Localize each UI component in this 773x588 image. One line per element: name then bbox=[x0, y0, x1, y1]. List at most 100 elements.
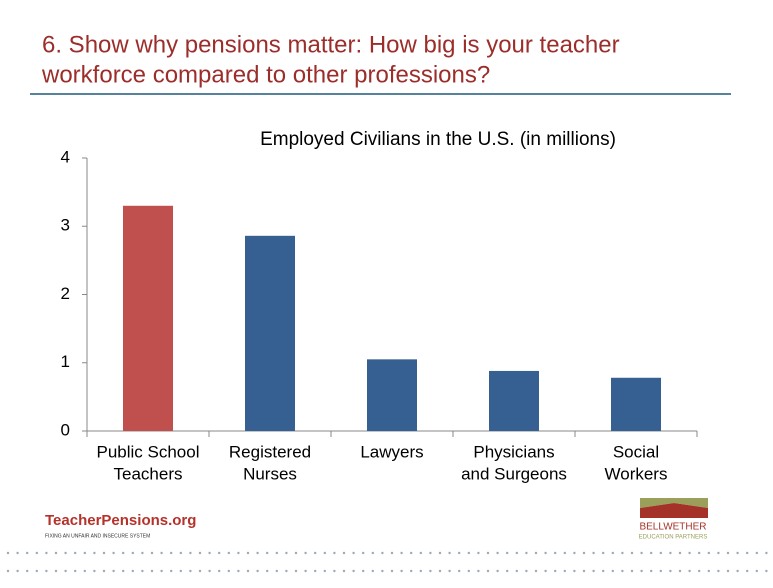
dot bbox=[448, 569, 451, 573]
dot bbox=[54, 569, 58, 573]
x-tick-label: Social bbox=[613, 442, 659, 461]
dot bbox=[544, 551, 547, 555]
dot bbox=[438, 551, 442, 555]
dot bbox=[630, 551, 634, 555]
dot bbox=[621, 569, 624, 573]
bar bbox=[245, 235, 295, 431]
dot bbox=[678, 569, 682, 573]
dot bbox=[554, 551, 557, 555]
dot bbox=[506, 569, 509, 573]
x-tick-label: Lawyers bbox=[360, 442, 423, 461]
dot bbox=[698, 551, 701, 555]
dot bbox=[266, 569, 269, 573]
dot bbox=[352, 569, 355, 573]
dot bbox=[563, 569, 566, 573]
dot bbox=[736, 569, 739, 573]
dot bbox=[381, 569, 384, 573]
dot bbox=[246, 551, 250, 555]
dot bbox=[342, 569, 346, 573]
dot bbox=[400, 569, 403, 573]
dot bbox=[54, 551, 58, 555]
bar bbox=[489, 370, 539, 431]
dot bbox=[352, 551, 355, 555]
x-tick-label: Registered bbox=[229, 442, 311, 461]
dot bbox=[688, 569, 691, 573]
dot bbox=[74, 569, 77, 573]
dot bbox=[170, 569, 173, 573]
x-tick-label: Public School bbox=[96, 442, 199, 461]
dot bbox=[544, 569, 547, 573]
x-tick-label: Teachers bbox=[114, 464, 183, 483]
dot bbox=[650, 569, 653, 573]
dot bbox=[621, 551, 624, 555]
right-logo-mark bbox=[640, 503, 708, 518]
dot bbox=[390, 551, 394, 555]
dot bbox=[525, 551, 528, 555]
dot bbox=[496, 569, 499, 573]
dot bbox=[611, 551, 614, 555]
dot bbox=[150, 569, 154, 573]
dot bbox=[304, 551, 307, 555]
dot bbox=[688, 551, 691, 555]
dot bbox=[275, 551, 278, 555]
dot bbox=[227, 551, 230, 555]
dot bbox=[458, 569, 461, 573]
dotted-border bbox=[6, 551, 768, 573]
dot bbox=[198, 569, 202, 573]
y-tick-label: 0 bbox=[61, 420, 70, 439]
slide-title: workforce compared to other professions? bbox=[41, 61, 490, 88]
dot bbox=[765, 569, 768, 573]
dot bbox=[83, 569, 87, 573]
dot bbox=[285, 569, 288, 573]
bar bbox=[611, 377, 661, 431]
dot bbox=[198, 551, 202, 555]
dot bbox=[755, 551, 758, 555]
dot bbox=[237, 569, 240, 573]
dot bbox=[170, 551, 173, 555]
dot bbox=[419, 551, 422, 555]
slide-title: 6. Show why pensions matter: How big is … bbox=[42, 31, 620, 58]
dot bbox=[26, 569, 29, 573]
dot bbox=[294, 569, 298, 573]
x-tick-label: and Surgeons bbox=[461, 464, 567, 483]
dot bbox=[477, 569, 480, 573]
dot bbox=[573, 569, 576, 573]
dot bbox=[26, 551, 29, 555]
dot bbox=[698, 569, 701, 573]
dot bbox=[285, 551, 288, 555]
dot bbox=[333, 551, 336, 555]
dot bbox=[640, 569, 643, 573]
dot bbox=[342, 551, 346, 555]
dot bbox=[45, 569, 48, 573]
dot bbox=[717, 551, 720, 555]
dot bbox=[131, 569, 134, 573]
dot bbox=[592, 551, 595, 555]
dot bbox=[429, 551, 432, 555]
chart-title: Employed Civilians in the U.S. (in milli… bbox=[260, 129, 616, 150]
dot bbox=[256, 569, 259, 573]
dot bbox=[64, 569, 67, 573]
dot bbox=[573, 551, 576, 555]
dot bbox=[122, 569, 125, 573]
dot bbox=[179, 569, 182, 573]
dot bbox=[45, 551, 48, 555]
dot bbox=[93, 551, 96, 555]
dot bbox=[746, 569, 749, 573]
dot bbox=[371, 569, 374, 573]
dot bbox=[448, 551, 451, 555]
dot bbox=[669, 569, 672, 573]
dot bbox=[630, 569, 634, 573]
dot bbox=[93, 569, 96, 573]
dot bbox=[525, 569, 528, 573]
dot bbox=[602, 551, 605, 555]
dot bbox=[419, 569, 422, 573]
dot bbox=[582, 569, 586, 573]
dot bbox=[429, 569, 432, 573]
dot bbox=[256, 551, 259, 555]
y-tick-label: 4 bbox=[61, 147, 70, 166]
y-tick-label: 2 bbox=[61, 284, 70, 303]
dot bbox=[218, 551, 221, 555]
bar bbox=[123, 205, 173, 431]
dot bbox=[602, 569, 605, 573]
